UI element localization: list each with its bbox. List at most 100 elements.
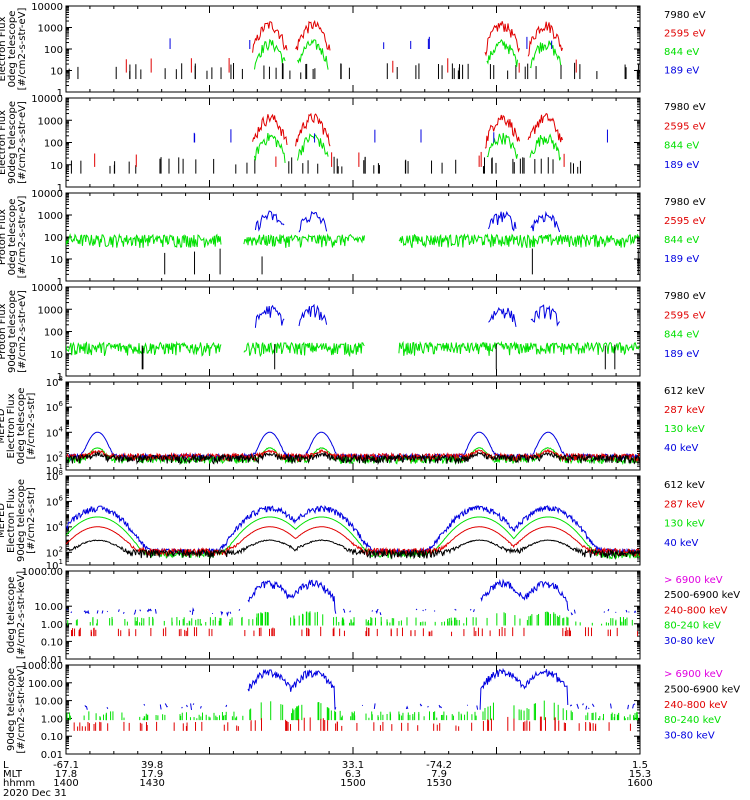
y-axis-label-line: [#/cm2-s-str-keV] [16,571,27,659]
blue-series [247,669,337,710]
footer-l-value: -67.1 [53,760,79,771]
y-tick-label: 10 [50,161,63,172]
y-tick-label: 1 [57,88,63,99]
blue-series [154,609,157,614]
panel-frame [65,286,641,377]
footer-row-label: hhmm [3,778,35,789]
blue-series [96,610,99,614]
y-axis-label-line: MEPED [0,503,7,538]
legend-entry: 7980 eV [664,197,706,208]
y-tick-label: 1 [57,277,63,288]
y-axis-label-line: [#/cm2-s-str] [26,487,37,554]
blue-series [83,609,90,615]
green-series [529,133,562,161]
y-tick-label: 10 [50,350,63,361]
legend-entry: 2595 eV [664,310,706,321]
blue-series [226,611,229,617]
blue-series [422,609,424,612]
red-series [252,21,288,53]
blue-series [633,610,637,613]
y-tick-label: 0.01 [41,750,63,761]
y-tick-label: 104 [46,520,64,534]
y-axis-label-line: Proton Flux [0,209,8,265]
blue-series [415,608,418,611]
footer-date: 2020 Dec 31 [3,788,67,799]
footer-row-label: MLT [3,769,23,780]
footer-l-value: -74.2 [426,760,452,771]
y-tick-label: 100 [44,328,63,339]
legend-entry: 844 eV [664,330,699,341]
blue-series [469,608,472,611]
blue-series [66,608,69,611]
series-group [66,431,640,466]
y-tick-label: 101 [46,463,63,477]
green-series [297,133,329,161]
blue-series [488,306,517,327]
y-tick-label: 10000 [31,94,63,105]
blue-series [476,705,479,710]
legend-entry: 844 eV [664,235,699,246]
blue-series [238,609,241,611]
blue-series [405,705,409,710]
red-series [295,112,331,147]
legend-entry: 80-240 keV [664,621,721,632]
blue-series [488,210,517,232]
green-series [243,233,365,248]
blue-series [427,705,429,708]
footer-l-value: 39.8 [141,760,163,771]
blue-series [587,707,590,710]
y-tick-label: 104 [46,425,64,439]
y-axis-label-line: Electron Flux [0,16,8,81]
y-tick-label: 10 [50,255,63,266]
panel-frame [65,97,641,188]
y-tick-label: 108 [46,375,63,389]
y-tick-label: 10000 [31,2,63,13]
y-axis-label-line: Electron Flux [6,488,17,553]
footer-hhmm-value: 1600 [627,778,652,789]
blue-series [101,610,104,614]
footer-mlt-value: 17.9 [141,769,163,780]
y-tick-label: 1000.00 [22,567,63,578]
y-tick-label: 100.00 [28,679,63,690]
panel-1: 1 10 100 1000 10000 Electron Flux 0deg telesco… [0,2,706,99]
blue-series [146,608,152,613]
red-series [295,19,331,51]
blue-series [189,610,192,613]
legend-entry: 612 keV [664,480,705,491]
blue-series [530,304,560,327]
footer-hhmm-value: 1530 [426,778,451,789]
red-series [527,21,563,57]
legend-entry: 2500-6900 keV [664,684,740,695]
blue-series [591,703,595,707]
green-series [398,233,640,248]
legend-entry: 2595 eV [664,29,706,40]
y-axis-label-line: 90deg telescope [16,479,27,562]
legend-entry: 189 eV [664,349,699,360]
legend-entry: 130 keV [664,519,705,530]
blue-series [181,706,183,709]
red-series [66,448,640,463]
y-axis-label-line: 90deg telescope [6,668,17,751]
blue-series [569,704,573,707]
blue-series [433,610,436,612]
panel-4: 1 10 100 1000 10000 Proton Flux 90deg telescop… [0,283,706,383]
green-series [486,132,518,159]
blue-series [143,703,146,706]
y-axis-label-line: [#/cm2-s-str] [26,392,37,459]
y-tick-label: 1000.00 [22,661,63,672]
y-tick-label: 102 [46,545,63,559]
blue-series [373,703,376,709]
legend-entry: > 6900 keV [664,669,723,680]
y-axis-label-line: MEPED [0,408,7,443]
red-series [252,113,288,146]
y-tick-label: 1.00 [41,714,63,725]
y-tick-label: 108 [46,469,63,483]
y-tick-label: 100 [44,233,63,244]
blue-series [632,703,636,709]
blue-series [192,703,195,705]
blue-series [603,611,606,613]
series-group [66,667,639,731]
footer-hhmm-value: 1500 [340,778,365,789]
legend-entry: 844 eV [664,47,699,58]
